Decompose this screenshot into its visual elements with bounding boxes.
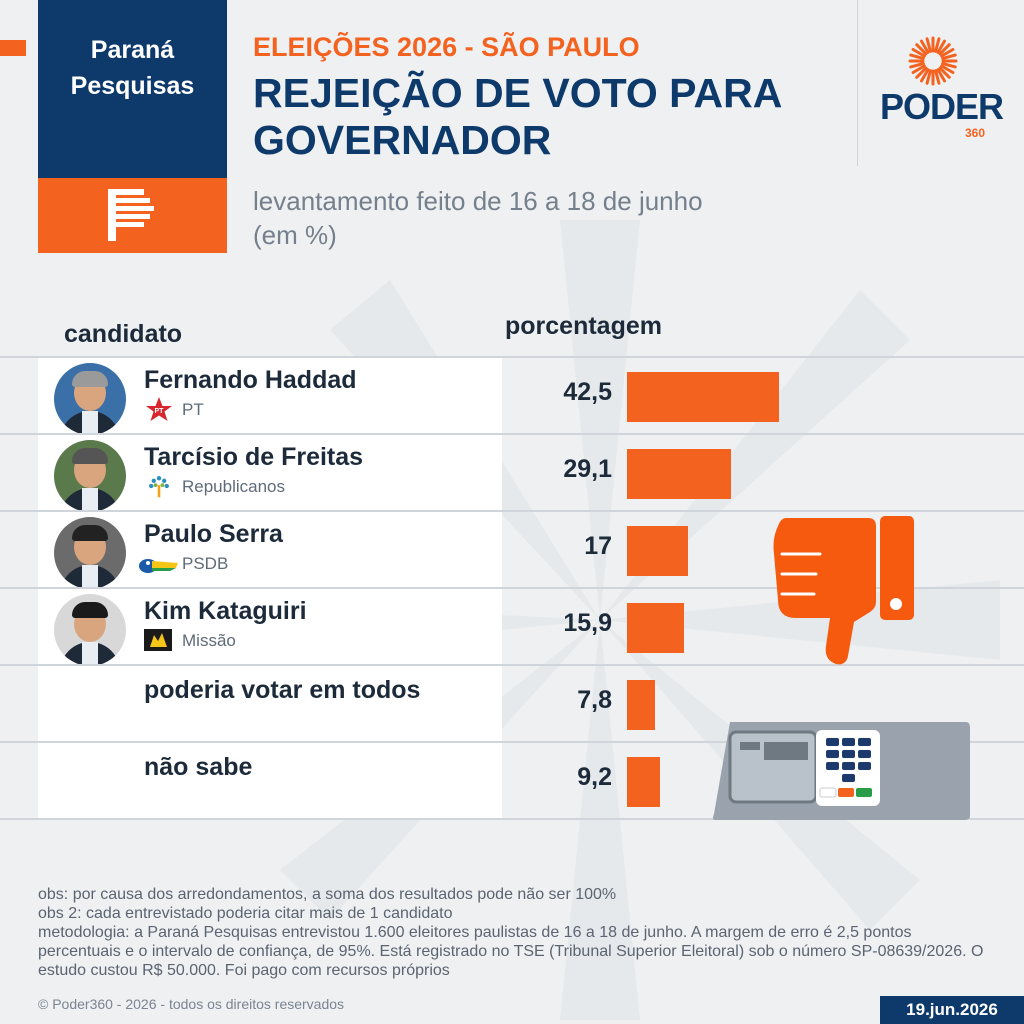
sunburst-ray xyxy=(938,66,951,79)
party-label: Missão xyxy=(182,631,236,650)
sunburst-ray xyxy=(909,62,925,69)
subtitle-line1: levantamento feito de 16 a 18 de junho xyxy=(253,186,703,216)
data-label: 7,8 xyxy=(577,686,612,714)
table-row: não sabe 9,2 xyxy=(0,743,1024,820)
header: ELEIÇÕES 2026 - SÃO PAULO REJEIÇÃO DE VO… xyxy=(253,30,853,252)
avatar xyxy=(54,363,126,435)
sunburst-ray xyxy=(938,43,951,56)
row-divider xyxy=(0,587,1024,589)
thumbs-down-icon xyxy=(773,516,914,665)
page-title-line2: GOVERNADOR xyxy=(253,117,552,163)
kicker: ELEIÇÕES 2026 - SÃO PAULO xyxy=(253,32,640,62)
sunburst-ray xyxy=(915,66,928,79)
sunburst-ray xyxy=(940,64,955,74)
psdb-toucan-icon xyxy=(139,559,178,573)
subtitle: levantamento feito de 16 a 18 de junho (… xyxy=(253,184,853,252)
candidate-name: Fernando Haddad xyxy=(144,366,357,394)
date-badge: 19.jun.2026 xyxy=(880,996,1024,1024)
bar xyxy=(627,372,779,422)
poder-number: 360 xyxy=(965,126,986,140)
bar xyxy=(627,526,688,576)
candidate-name: Paulo Serra xyxy=(144,520,283,548)
missao-logo-icon xyxy=(144,629,172,651)
data-label: 9,2 xyxy=(577,763,612,791)
category-label: poderia votar em todos xyxy=(144,676,421,704)
data-label: 29,1 xyxy=(563,455,612,483)
sunburst-ray xyxy=(920,39,930,54)
bar xyxy=(627,680,655,730)
candidate-name: Kim Kataguiri xyxy=(144,597,307,625)
pollster-name-line1: Paraná xyxy=(90,36,175,64)
avatar xyxy=(54,440,126,512)
sunburst-ray xyxy=(909,53,925,60)
bar xyxy=(627,757,660,807)
sunburst-ray xyxy=(915,43,928,56)
poder-wordmark: PODER xyxy=(880,86,1004,127)
sunburst-icon xyxy=(908,36,958,86)
sunburst-ray xyxy=(941,62,957,69)
row-divider xyxy=(0,433,1024,435)
voting-machine-icon xyxy=(713,722,970,820)
data-label: 17 xyxy=(584,532,612,560)
pollster-name-line2: Pesquisas xyxy=(70,72,195,100)
page-title: REJEIÇÃO DE VOTO PARA GOVERNADOR xyxy=(253,70,853,164)
sunburst-ray xyxy=(925,69,932,85)
bar xyxy=(627,449,731,499)
party-label: PSDB xyxy=(182,554,229,573)
subtitle-line2: (em %) xyxy=(253,220,337,250)
footnote-1: obs: por causa dos arredondamentos, a so… xyxy=(38,886,617,903)
sunburst-ray xyxy=(911,48,926,58)
column-header-candidate: candidato xyxy=(64,320,183,348)
pollster-name: Paraná Pesquisas xyxy=(38,0,227,178)
republicanos-tree-icon xyxy=(149,476,169,498)
column-header-percentage: porcentagem xyxy=(505,312,662,340)
row-divider xyxy=(0,664,1024,666)
row-divider xyxy=(0,818,1024,820)
data-label: 42,5 xyxy=(563,378,612,406)
poder360-logo: PODER 360 xyxy=(880,36,1004,146)
sunburst-ray xyxy=(911,64,926,74)
table-row: Fernando Haddad PT PT 42,5 xyxy=(0,358,1024,435)
sunburst-ray xyxy=(941,53,957,60)
category-label: não sabe xyxy=(144,753,253,781)
methodology-note: metodologia: a Paraná Pesquisas entrevis… xyxy=(38,924,984,979)
row-divider xyxy=(0,510,1024,512)
table-top-divider xyxy=(0,356,1024,358)
sunburst-ray xyxy=(934,37,941,53)
pollster-brand: Paraná Pesquisas xyxy=(38,0,227,253)
footnotes: obs: por causa dos arredondamentos, a so… xyxy=(38,885,988,980)
svg-text:PT: PT xyxy=(155,408,165,415)
candidate-name: Tarcísio de Freitas xyxy=(144,443,364,471)
avatar xyxy=(54,594,126,666)
footnote-2: obs 2: cada entrevistado poderia citar m… xyxy=(38,905,453,922)
sunburst-ray xyxy=(934,69,941,85)
bar xyxy=(627,603,684,653)
table-row: Tarcísio de Freitas Republicanos 29,1 xyxy=(0,435,1024,512)
data-label: 15,9 xyxy=(563,609,612,637)
row-divider xyxy=(0,741,1024,743)
party-label: PT xyxy=(182,400,204,419)
sunburst-ray xyxy=(936,39,946,54)
sunburst-ray xyxy=(925,37,932,53)
table-row: Kim Kataguiri Missão 15,9 xyxy=(0,589,1024,666)
page-title-line1: REJEIÇÃO DE VOTO PARA xyxy=(253,70,783,116)
table-row: Paulo Serra PSDB 17 xyxy=(0,512,1024,589)
sunburst-ray xyxy=(940,48,955,58)
parana-pesquisas-p-icon xyxy=(108,189,154,241)
pt-star-icon: PT xyxy=(146,397,172,421)
table-row: poderia votar em todos 7,8 xyxy=(0,666,1024,743)
copyright: © Poder360 - 2026 - todos os direitos re… xyxy=(38,996,345,1012)
sunburst-ray xyxy=(936,68,946,83)
accent-tick xyxy=(0,40,26,56)
party-label: Republicanos xyxy=(182,477,286,496)
header-divider xyxy=(857,0,858,166)
sunburst-ray xyxy=(920,68,930,83)
pollster-logo-block xyxy=(38,178,227,253)
avatar xyxy=(54,517,126,589)
